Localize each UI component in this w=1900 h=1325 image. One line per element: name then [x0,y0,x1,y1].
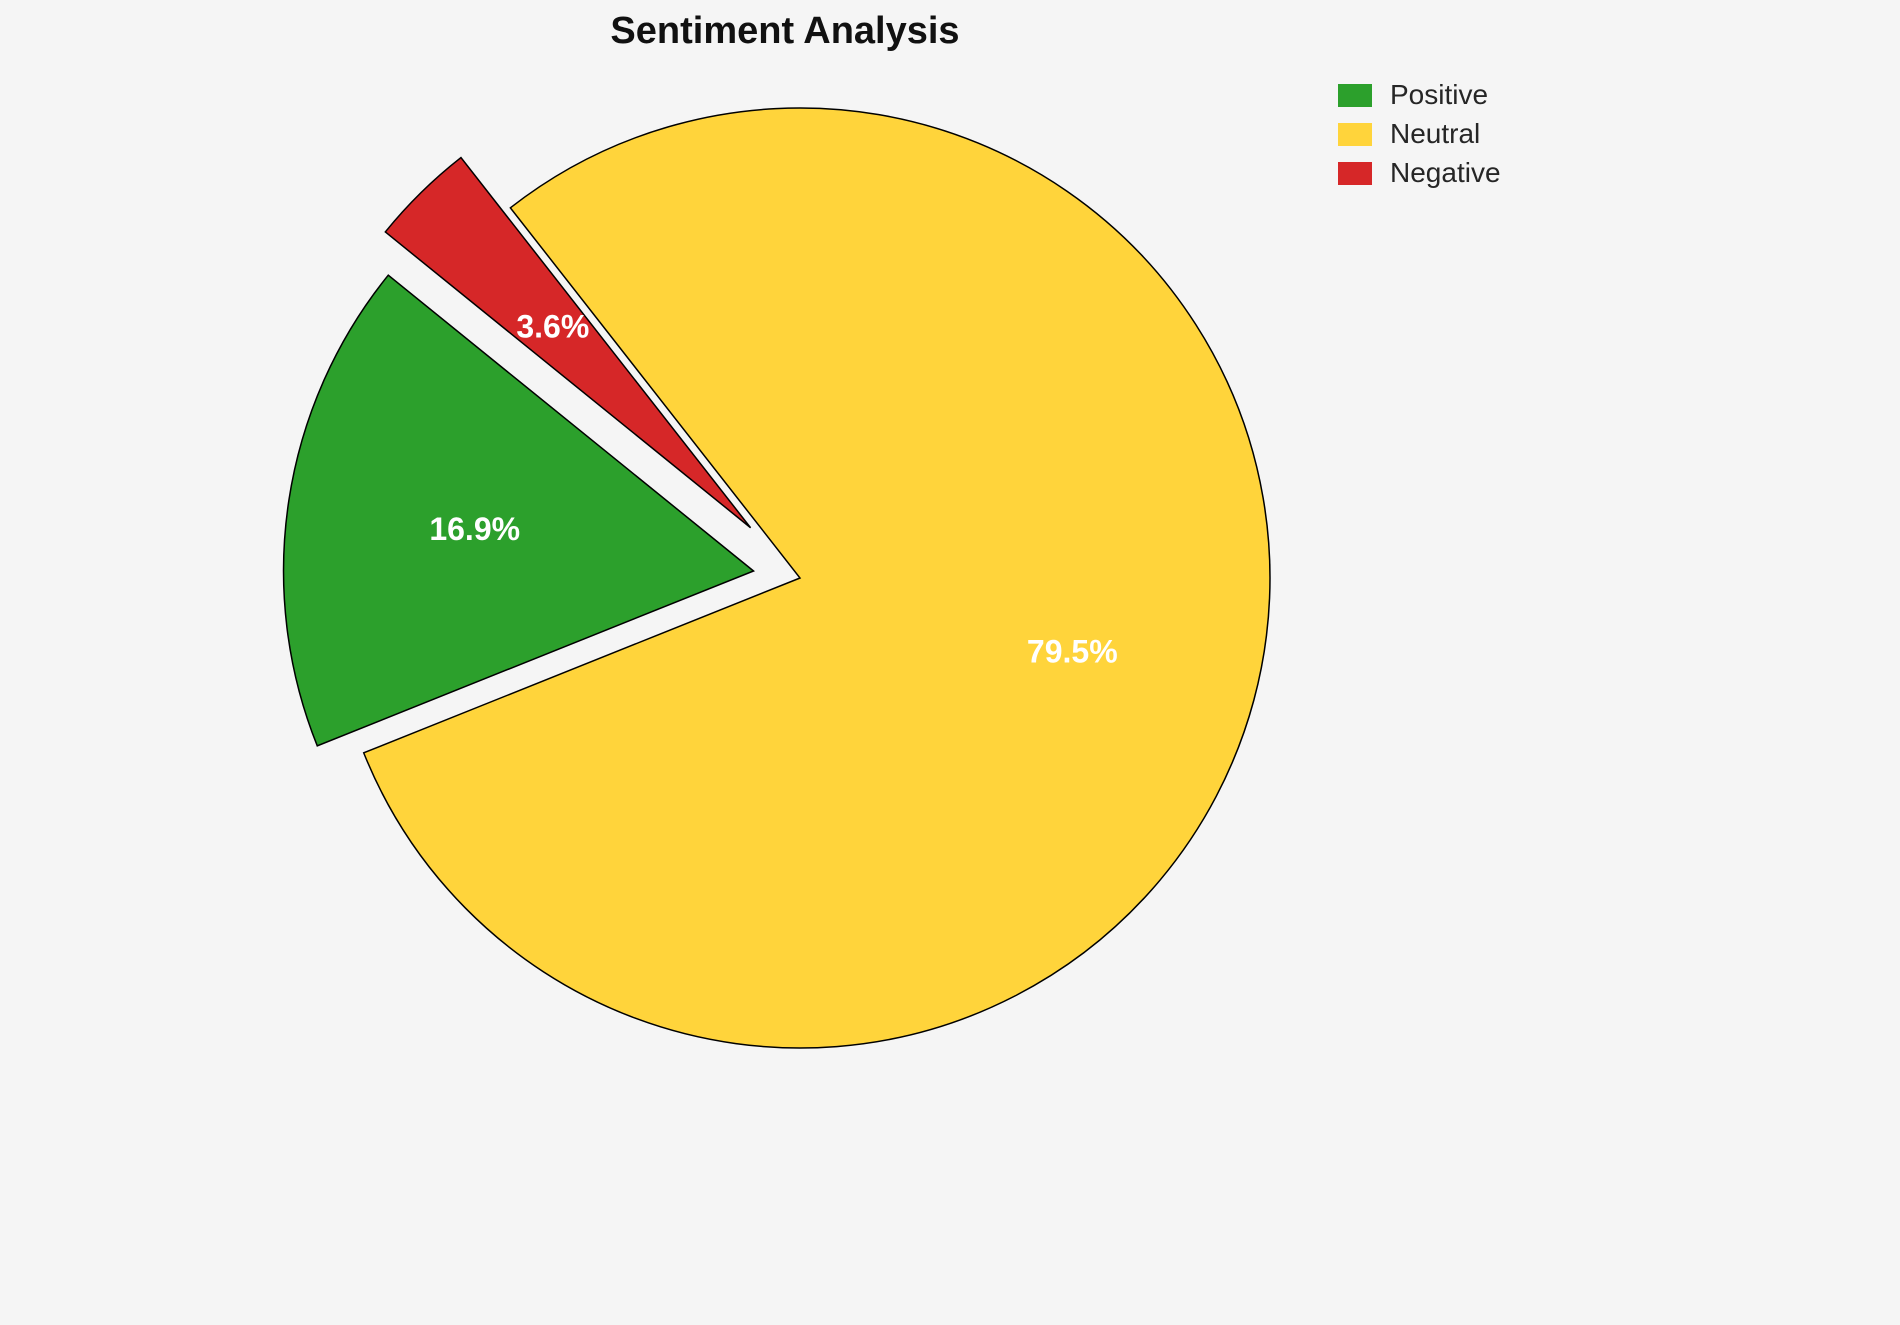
legend-item-negative: Negative [1338,158,1501,188]
legend-label-negative: Negative [1390,157,1501,188]
chart-title: Sentiment Analysis [610,10,960,52]
legend-label-positive: Positive [1390,79,1489,110]
pie-slice-neutral [362,107,1271,1049]
pie-slice-negative [384,156,752,529]
legend: Positive Neutral Negative [1338,80,1501,188]
legend-swatch-positive-icon [1338,83,1372,107]
legend-item-positive: Positive [1338,80,1501,110]
legend-label-neutral: Neutral [1390,118,1481,149]
pie-pct-label-positive: 16.9% [429,511,520,547]
pie-pct-label-negative: 3.6% [516,309,589,345]
legend-swatch-neutral-icon [1338,122,1372,146]
pie-pct-label-neutral: 79.5% [1027,633,1118,669]
pie-slice-positive [282,274,755,747]
legend-swatch-negative-icon [1338,161,1372,185]
legend-item-neutral: Neutral [1338,119,1501,149]
